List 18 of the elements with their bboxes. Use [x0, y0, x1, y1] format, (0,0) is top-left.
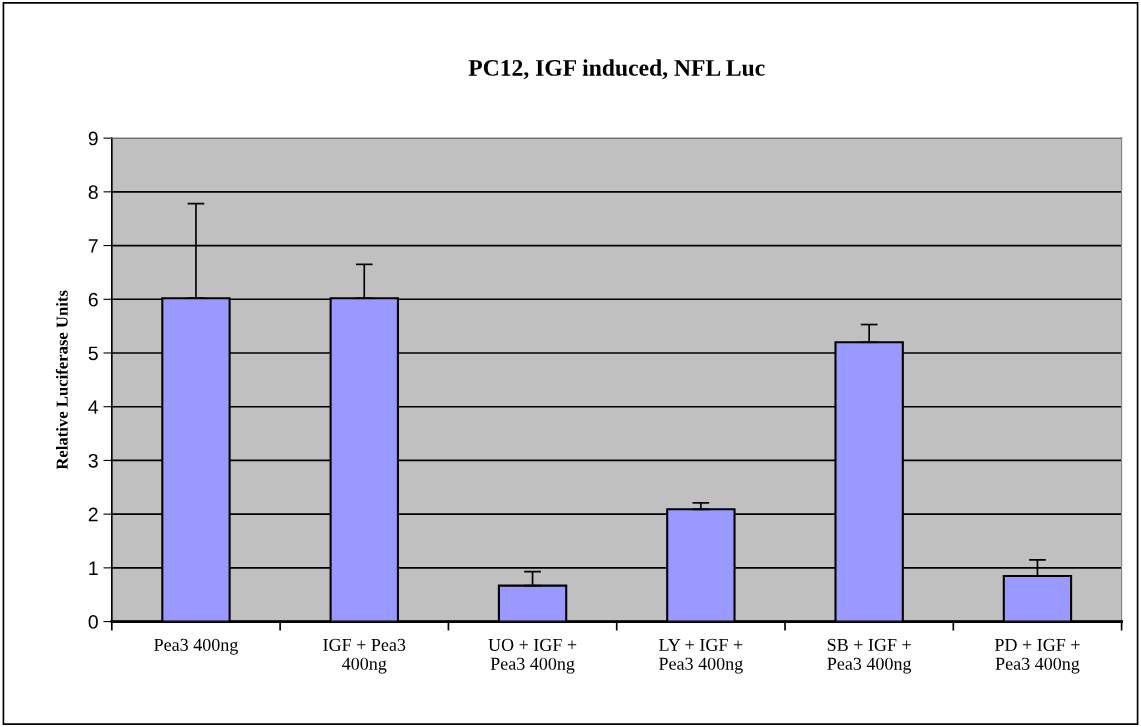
x-tick-label: IGF + Pea3 400ng [323, 638, 406, 674]
y-tick-label: 7 [88, 239, 98, 253]
y-tick-label: 1 [89, 561, 98, 575]
y-tick-label: 6 [88, 292, 98, 307]
y-tick-label: 3 [88, 453, 98, 468]
y-tick-label: 2 [88, 507, 98, 522]
y-tick-label: 4 [88, 400, 99, 414]
y-tick-label: 5 [88, 346, 98, 361]
x-tick-label: Pea3 400ng [154, 638, 238, 655]
x-tick-label: PD + IGF + Pea3 400ng [994, 638, 1080, 674]
y-tick-label: 0 [88, 615, 98, 629]
y-tick-label: 9 [88, 131, 98, 146]
y-tick-label: 8 [88, 185, 98, 200]
chart-title: PC12, IGF induced, NFL Luc [468, 59, 765, 80]
y-axis-title: Relative Luciferase Units [55, 290, 68, 470]
x-tick-label: UO + IGF + Pea3 400ng [488, 638, 577, 674]
x-tick-label: SB + IGF + Pea3 400ng [827, 638, 912, 674]
x-tick-label: LY + IGF + Pea3 400ng [659, 638, 743, 674]
